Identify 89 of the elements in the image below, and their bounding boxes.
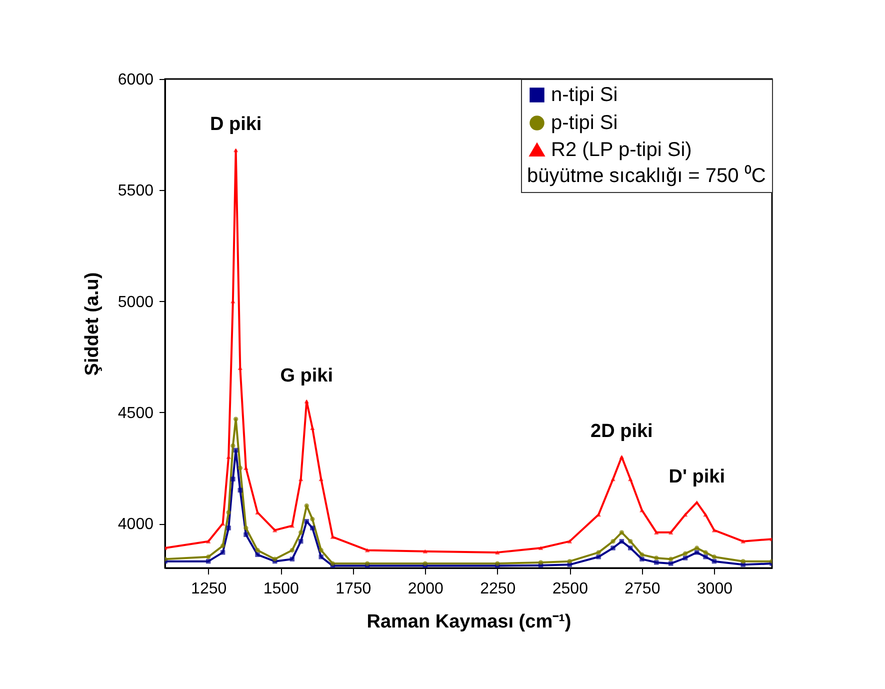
annotation: D piki [210, 114, 262, 136]
point [244, 532, 248, 538]
point [538, 560, 544, 565]
point [255, 548, 260, 553]
point [310, 526, 315, 530]
point [255, 552, 260, 558]
point [206, 554, 211, 560]
point [610, 477, 616, 482]
point [304, 399, 309, 404]
point [226, 510, 231, 515]
point [422, 549, 428, 554]
x-tick-label: 2250 [480, 580, 516, 598]
point [654, 530, 659, 534]
point [290, 556, 295, 562]
y-tick-label: 5000 [118, 294, 154, 311]
point [694, 550, 700, 555]
point [230, 476, 236, 482]
annotation: D' piki [668, 466, 725, 488]
point [290, 548, 295, 553]
point [654, 560, 659, 565]
point [640, 552, 644, 558]
x-tick-label: 2750 [624, 580, 660, 598]
point [694, 500, 700, 504]
point [668, 530, 674, 534]
y-tick-label: 6000 [118, 72, 154, 88]
x-tick-label: 1500 [263, 580, 300, 598]
y-tick-label: 5500 [118, 182, 154, 200]
legend-label: R2 (LP p-tipi Si) [551, 139, 692, 161]
point [233, 416, 238, 422]
point [668, 556, 674, 562]
point [619, 530, 624, 535]
point [694, 546, 700, 550]
point [640, 556, 644, 562]
point [233, 148, 238, 152]
point [206, 539, 211, 544]
point [610, 538, 616, 544]
annotation: 2D piki [590, 420, 653, 442]
y-axis-title: Şiddet (a.u) [82, 272, 103, 376]
point [682, 551, 688, 556]
point [628, 477, 633, 482]
y-tick-label: 4500 [118, 404, 154, 422]
point [712, 558, 717, 564]
point [220, 543, 226, 548]
point [206, 558, 211, 564]
point [238, 488, 242, 493]
point [233, 448, 238, 453]
point [668, 561, 674, 566]
x-tick-label: 1250 [191, 580, 227, 598]
point [610, 546, 616, 550]
point [298, 538, 304, 544]
annotation: G piki [280, 365, 334, 386]
point [304, 518, 309, 524]
x-axis-title: Raman Kayması (cm⁻¹) [366, 612, 572, 632]
point [298, 530, 304, 535]
point [567, 558, 572, 564]
point [628, 546, 633, 550]
point [310, 516, 315, 522]
point [712, 554, 717, 560]
point [703, 550, 708, 555]
point [538, 546, 544, 550]
point [318, 554, 324, 560]
point [619, 454, 624, 459]
point [567, 539, 572, 544]
x-tick-label: 3000 [696, 580, 733, 598]
point [703, 554, 708, 560]
legend-title: büyütme sıcaklığı = 750 ⁰C [527, 164, 766, 187]
legend-label: p-tipi Si [551, 112, 618, 134]
point [596, 550, 601, 555]
point [238, 466, 242, 470]
point [628, 538, 633, 544]
x-tick-label: 2500 [552, 580, 588, 598]
x-tick-label: 2000 [408, 580, 444, 598]
point [230, 443, 236, 448]
point [318, 548, 324, 553]
legend-label: n-tipi Si [551, 84, 618, 106]
point [272, 556, 278, 562]
point [220, 550, 226, 555]
point [495, 550, 500, 554]
point [740, 539, 746, 544]
point [304, 503, 309, 508]
point [654, 556, 659, 560]
point [226, 526, 231, 530]
y-tick-label: 4000 [118, 516, 154, 534]
point [682, 556, 688, 560]
point [740, 558, 746, 564]
x-tick-label: 1750 [336, 580, 372, 598]
point [244, 526, 248, 530]
point [596, 554, 601, 560]
point [619, 538, 624, 544]
